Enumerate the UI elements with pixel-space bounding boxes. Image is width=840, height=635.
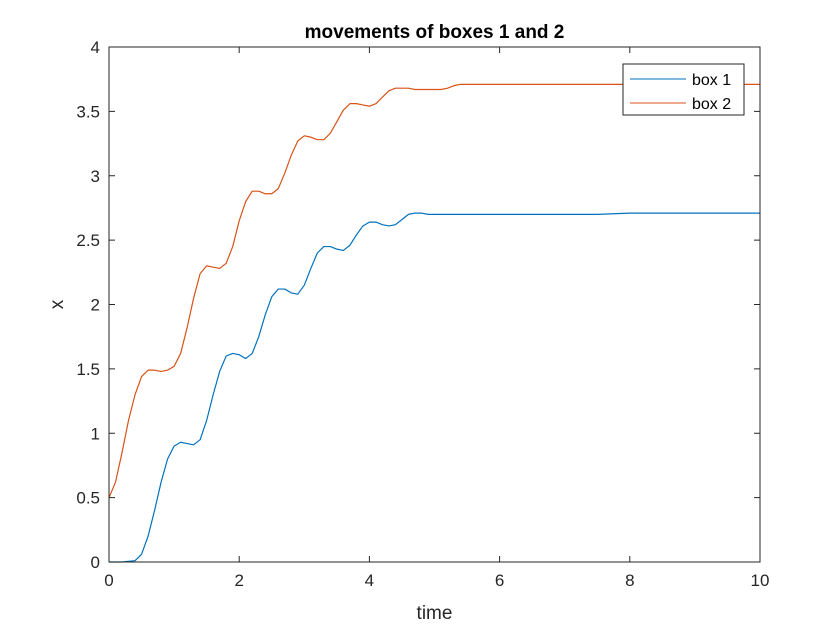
series-line-box-2 [108, 83, 760, 498]
y-tick-label: 3.5 [76, 102, 100, 121]
series-lines [108, 83, 760, 563]
y-tick-label: 0 [91, 553, 100, 572]
y-tick-label: 0.5 [76, 489, 100, 508]
y-axis-label: x [47, 299, 68, 309]
x-tick-label: 8 [625, 571, 634, 590]
series-line-box-1 [109, 212, 760, 563]
plot-area-box [108, 46, 761, 563]
x-tick-label: 10 [751, 571, 770, 590]
y-tick-label: 4 [91, 38, 100, 57]
x-tick-label: 0 [104, 571, 113, 590]
axis-ticks: 0 2 4 6 8 10 0 0.5 1 1.5 2 2.5 3 3.5 4 [76, 38, 769, 590]
legend: box 1 box 2 [622, 63, 745, 116]
legend-box [622, 63, 745, 116]
x-tick-label: 6 [495, 571, 504, 590]
x-tick-label: 4 [365, 571, 374, 590]
y-tick-label: 2 [91, 296, 100, 315]
chart-title: movements of boxes 1 and 2 [305, 22, 565, 43]
y-tick-label: 1.5 [76, 360, 100, 379]
x-axis-label: time [417, 603, 453, 624]
x-tick-label: 2 [234, 571, 243, 590]
y-tick-label: 2.5 [76, 231, 100, 250]
legend-label-box-1: box 1 [692, 72, 731, 89]
y-tick-label: 3 [91, 167, 100, 186]
legend-label-box-2: box 2 [692, 96, 731, 113]
y-tick-label: 1 [91, 424, 100, 443]
plot-area-background [109, 47, 760, 562]
